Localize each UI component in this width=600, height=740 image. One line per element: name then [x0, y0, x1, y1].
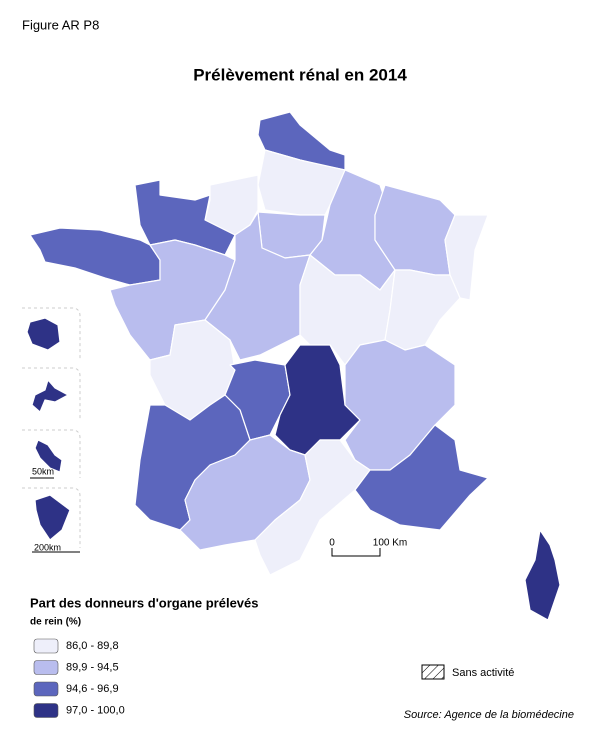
scale-bar [331, 548, 381, 557]
region [34, 494, 71, 541]
figure-label: Figure AR P8 [22, 17, 99, 32]
region [26, 317, 61, 351]
legend-label: 89,9 - 94,5 [66, 661, 119, 673]
region [354, 424, 489, 531]
legend-swatch [33, 681, 59, 697]
inset-scale-label: 200km [34, 542, 61, 552]
region [384, 269, 461, 351]
region [34, 439, 63, 473]
inset-scale-label: 50km [32, 466, 54, 476]
legend-label: 97,0 - 100,0 [66, 704, 125, 716]
region [444, 214, 489, 301]
region [257, 149, 346, 216]
region [524, 529, 561, 621]
legend-swatch [33, 660, 59, 675]
region [204, 211, 311, 361]
inset-frames [22, 307, 81, 548]
legend-swatch [33, 638, 59, 654]
region [31, 379, 69, 413]
map-title: Prélèvement rénal en 2014 [193, 65, 407, 84]
no-activity-label: Sans activité [452, 667, 514, 679]
source: Source: Agence de la biomédecine [404, 709, 574, 721]
no-activity-swatch [421, 664, 445, 680]
region [254, 439, 371, 576]
scale-zero: 0 [329, 538, 335, 549]
legend-swatch [33, 703, 59, 718]
legend: 86,0 - 89,8 89,9 - 94,5 94,6 - 96,9 97,0 - … [33, 638, 125, 718]
legend-subtitle: de rein (%) [30, 617, 81, 628]
legend-title: Part des donneurs d'organe prélevés [30, 595, 259, 610]
france-map [26, 111, 561, 621]
legend-label: 94,6 - 96,9 [66, 683, 119, 695]
region [29, 227, 161, 286]
legend-label: 86,0 - 89,8 [66, 640, 119, 652]
scale-distance: 100 Km [373, 538, 407, 549]
